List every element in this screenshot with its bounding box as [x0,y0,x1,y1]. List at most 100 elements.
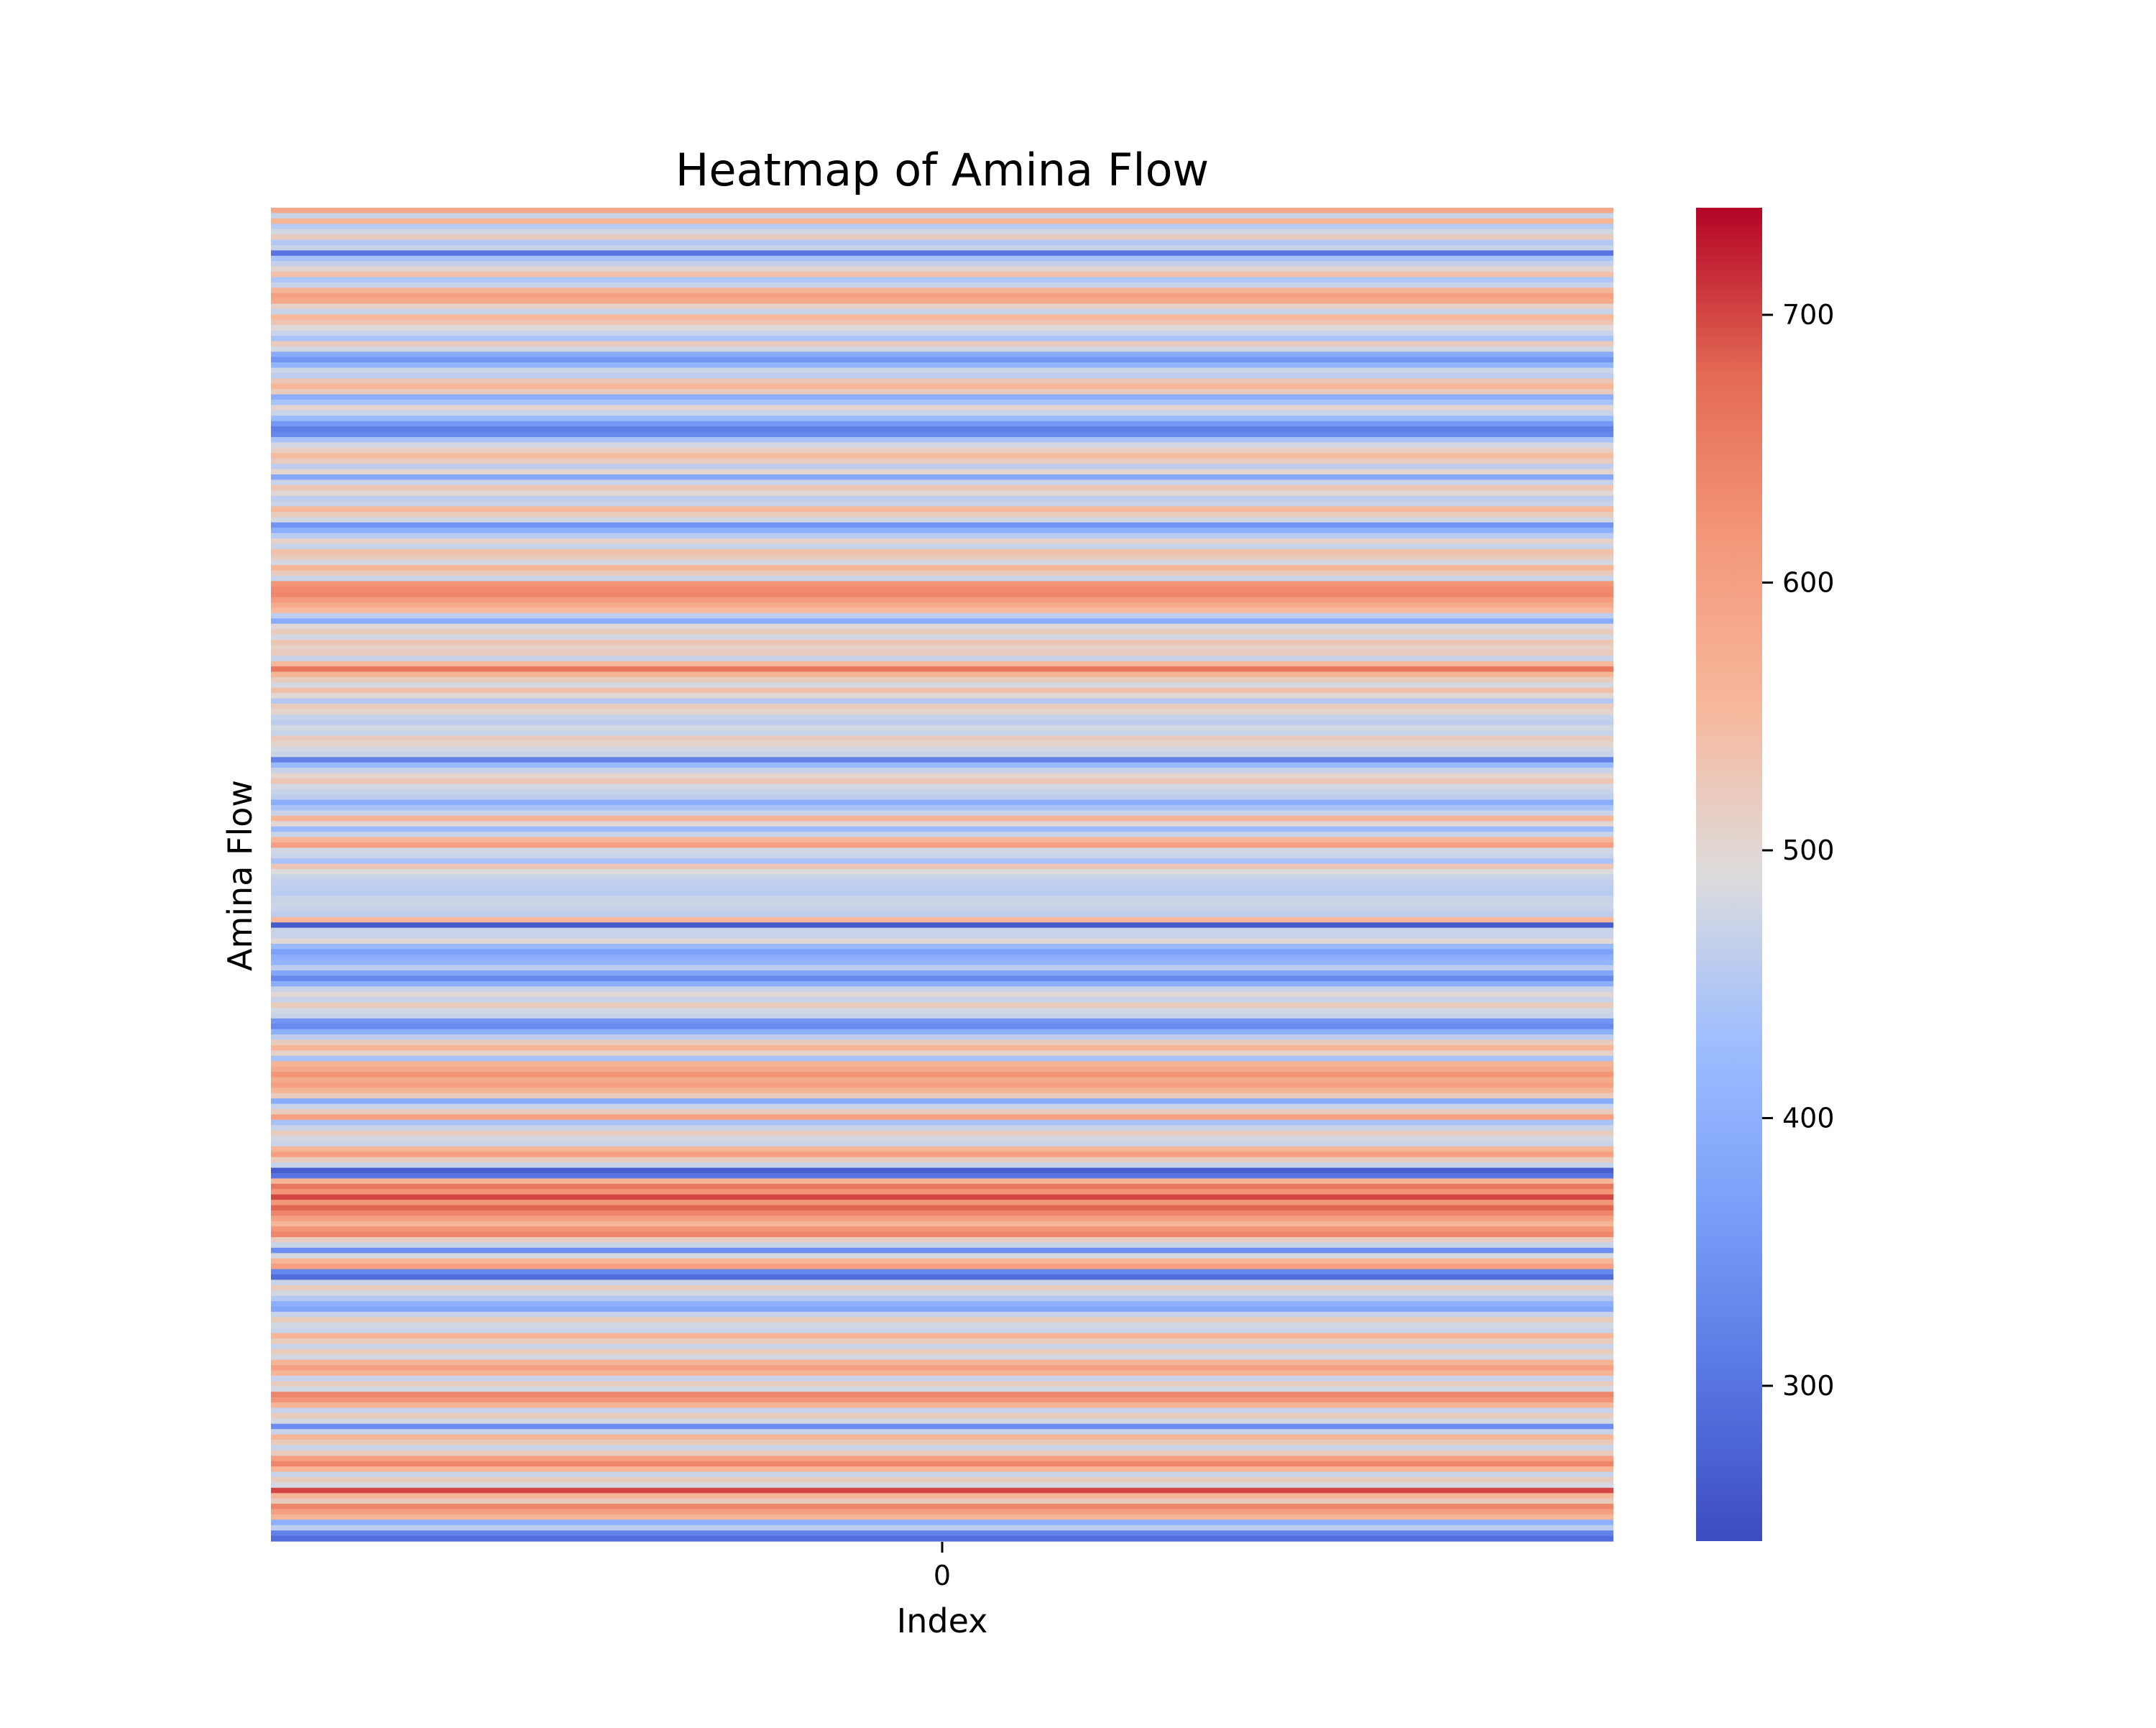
heatmap-row [271,592,1613,598]
heatmap-row [271,1039,1613,1046]
heatmap-row [271,1231,1613,1238]
heatmap-row [271,1461,1613,1467]
heatmap-row [271,810,1613,817]
heatmap-row [271,522,1613,528]
heatmap-row [271,1194,1613,1200]
heatmap-row [271,1504,1613,1510]
heatmap-row [271,272,1613,278]
heatmap-row [271,832,1613,838]
heatmap-row [271,645,1613,651]
heatmap-row [271,1253,1613,1259]
heatmap-row [271,1274,1613,1281]
heatmap-row [271,1456,1613,1462]
heatmap-row [271,687,1613,694]
heatmap-row [271,538,1613,545]
heatmap-row [271,1242,1613,1249]
heatmap-row [271,1284,1613,1291]
heatmap-cells [271,208,1613,1542]
heatmap-row [271,1359,1613,1366]
heatmap-row [271,799,1613,806]
heatmap-row [271,991,1613,998]
heatmap-row [271,768,1613,774]
heatmap-row [271,1279,1613,1286]
heatmap-row [271,1269,1613,1275]
heatmap-row [271,261,1613,267]
heatmap-row [271,1343,1613,1350]
heatmap-row [271,1189,1613,1195]
heatmap-row [271,1178,1613,1185]
heatmap-row [271,484,1613,491]
heatmap-row [271,410,1613,416]
heatmap-row [271,874,1613,881]
heatmap-row [271,1183,1613,1190]
heatmap-row [271,1125,1613,1131]
heatmap-row [271,250,1613,257]
heatmap-row [271,1445,1613,1451]
heatmap-row [271,1173,1613,1180]
heatmap-row [271,1098,1613,1105]
heatmap-row [271,1013,1613,1019]
heatmap-row [271,842,1613,848]
heatmap-row [271,858,1613,865]
heatmap-row [271,559,1613,566]
heatmap-row [271,1535,1613,1542]
heatmap-row [271,821,1613,827]
heatmap-row [271,885,1613,891]
heatmap-row [271,1423,1613,1430]
heatmap-row [271,1200,1613,1206]
heatmap-row [271,623,1613,630]
heatmap-row [271,725,1613,731]
heatmap-row [271,490,1613,497]
heatmap-row [271,656,1613,662]
heatmap-row [271,1402,1613,1409]
heatmap-row [271,1440,1613,1446]
heatmap-row [271,970,1613,977]
heatmap-row [271,213,1613,219]
heatmap-row [271,1487,1613,1494]
heatmap-row [271,1365,1613,1371]
heatmap-row [271,997,1613,1003]
heatmap-row [271,634,1613,640]
heatmap-row [271,255,1613,262]
colorbar-gradient [1696,208,1762,1541]
heatmap-row [271,602,1613,609]
heatmap-row [271,741,1613,748]
heatmap-row [271,943,1613,950]
heatmap-row [271,901,1613,907]
heatmap-row [271,357,1613,363]
heatmap-row [271,911,1613,918]
heatmap-row [271,325,1613,331]
heatmap-row [271,1450,1613,1456]
heatmap-row [271,1348,1613,1355]
heatmap-row [271,1311,1613,1318]
heatmap-row [271,661,1613,667]
heatmap-row [271,1295,1613,1302]
heatmap-row [271,1412,1613,1419]
heatmap-row [271,1328,1613,1334]
heatmap-row [271,1077,1613,1083]
heatmap-row [271,319,1613,326]
heatmap-row [271,1482,1613,1489]
heatmap-row [271,1509,1613,1515]
heatmap-row [271,224,1613,230]
colorbar-ticks: 300 400 500 600 700 [1762,299,1835,1402]
heatmap-row [271,1525,1613,1531]
heatmap-row [271,277,1613,283]
heatmap-row [271,1237,1613,1244]
heatmap-row [271,362,1613,369]
heatmap-row [271,826,1613,832]
heatmap-row [271,730,1613,737]
heatmap-row [271,1397,1613,1403]
heatmap-row [271,1108,1613,1115]
heatmap-row [271,805,1613,812]
heatmap-row [271,666,1613,673]
heatmap-row [271,1044,1613,1051]
heatmap-row [271,367,1613,374]
heatmap-row [271,469,1613,475]
heatmap-row [271,783,1613,790]
heatmap-row [271,420,1613,427]
heatmap-row [271,1471,1613,1478]
heatmap-row [271,778,1613,784]
heatmap-row [271,1392,1613,1398]
